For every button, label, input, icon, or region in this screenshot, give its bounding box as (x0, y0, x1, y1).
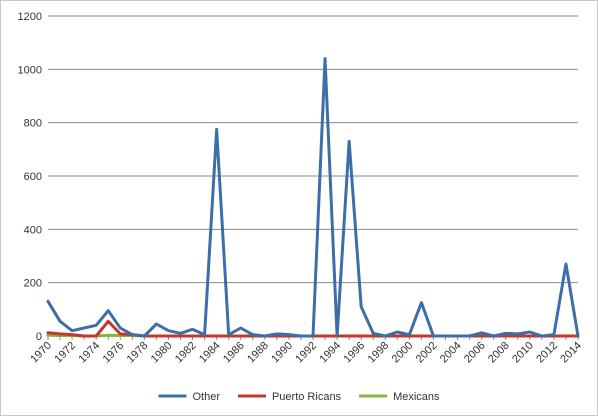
x-tick-label: 1978 (125, 340, 151, 366)
x-tick-label: 2006 (462, 340, 488, 366)
series-line-other (46, 57, 580, 338)
x-tick-label: 2010 (510, 340, 536, 366)
legend-label-puerto-ricans: Puerto Ricans (272, 391, 342, 403)
x-tick-label: 2000 (390, 340, 416, 366)
y-tick-labels: 0 200 400 600 800 1000 1200 (18, 11, 42, 343)
legend-label-mexicans: Mexicans (393, 391, 440, 403)
y-tick-label: 600 (24, 171, 42, 183)
x-tick-label: 1970 (28, 340, 54, 366)
x-tick-label: 2004 (438, 340, 464, 366)
grid-lines (48, 15, 578, 284)
x-tick-label: 1982 (173, 340, 199, 366)
legend: Other Puerto Ricans Mexicans (158, 391, 440, 403)
x-tick-label: 1988 (245, 340, 271, 366)
x-tick-labels: 1970197219741976197819801982198419861988… (28, 340, 584, 366)
y-tick-label: 400 (24, 224, 42, 236)
x-tick-label: 2008 (486, 340, 512, 366)
series-lines (46, 57, 580, 338)
x-tick-label: 1998 (366, 340, 392, 366)
x-tick-label: 1994 (317, 340, 343, 366)
y-tick-label: 0 (36, 331, 42, 343)
x-tick-label: 2012 (534, 340, 560, 366)
x-tick-label: 1996 (342, 340, 368, 366)
x-tick-label: 2014 (558, 340, 584, 366)
x-tick-label: 1972 (52, 340, 78, 366)
y-tick-label: 1200 (18, 11, 42, 23)
x-tick-label: 1976 (101, 340, 127, 366)
y-tick-label: 200 (24, 278, 42, 290)
x-tick-label: 1980 (149, 340, 175, 366)
x-tick-label: 1992 (293, 340, 319, 366)
x-tick-label: 1974 (77, 340, 103, 366)
x-tick-label: 1990 (269, 340, 295, 366)
x-tick-label: 1984 (197, 340, 223, 366)
y-tick-label: 800 (24, 118, 42, 130)
y-tick-label: 1000 (18, 64, 42, 76)
x-tick-label: 1986 (221, 340, 247, 366)
legend-label-other: Other (192, 391, 220, 403)
x-tick-label: 2002 (414, 340, 440, 366)
